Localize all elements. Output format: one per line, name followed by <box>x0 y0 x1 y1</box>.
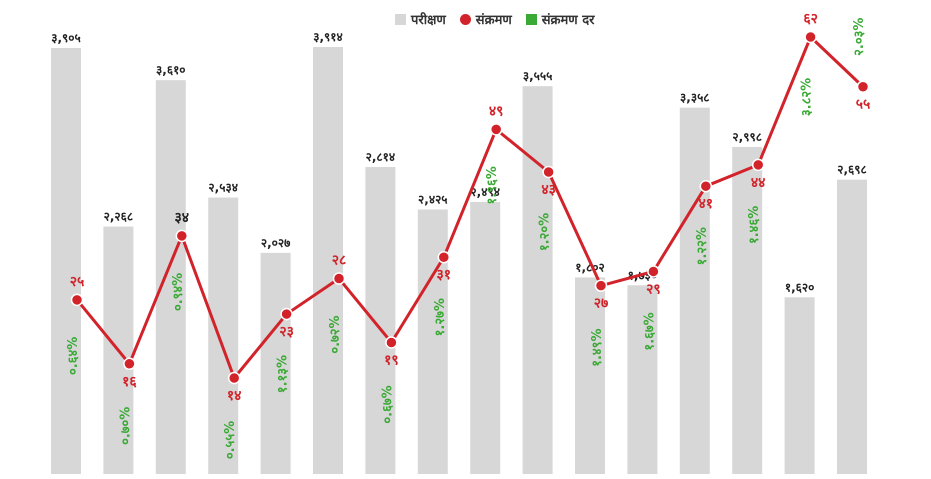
rate-value-label: १.२२% <box>695 227 710 265</box>
rate-value-label: १.९६% <box>485 166 500 204</box>
legend-label-infections: संक्रमण <box>475 13 512 28</box>
bar-value-label: २,९९८ <box>732 130 762 144</box>
legend-item-rate: संक्रमण दर <box>525 10 595 28</box>
rate-value-label: २.०३% <box>852 18 867 56</box>
bar-value-label: ३,५५५ <box>523 69 553 83</box>
infection-value-label: ४४ <box>751 175 766 191</box>
infection-point <box>751 158 765 172</box>
rate-value-label: १.६७% <box>642 312 657 350</box>
rate-value-label: १.१३% <box>276 355 291 393</box>
infection-point <box>594 279 608 292</box>
bar <box>784 297 815 474</box>
bar <box>522 86 553 474</box>
rate-value-label: ०.६७% <box>380 385 395 423</box>
infection-point <box>856 80 870 93</box>
infection-point <box>542 165 555 179</box>
infection-value-label: ४९ <box>489 103 504 119</box>
infection-value-label: ३४ <box>175 210 190 226</box>
bar <box>260 252 291 474</box>
infection-point <box>437 250 451 264</box>
bar <box>51 48 81 474</box>
infection-value-label: ४१ <box>699 196 714 212</box>
rate-value-label: १.२०% <box>538 213 553 251</box>
infection-point <box>280 307 293 321</box>
legend-label-rate: संक्रमण दर <box>541 13 595 28</box>
bar <box>627 285 658 474</box>
infection-point <box>175 229 189 243</box>
rate-value-label: १.४६% <box>747 206 762 244</box>
infection-point <box>699 179 713 193</box>
infection-value-label: १६ <box>122 374 137 390</box>
rate-value-label: १.२७% <box>433 298 448 336</box>
bar <box>208 197 239 474</box>
bar <box>679 107 710 474</box>
infection-value-label: १९ <box>384 352 399 368</box>
infection-value-label: २३ <box>279 324 294 340</box>
bar-value-label: १,६२० <box>785 280 815 294</box>
rate-value-label: ०.५५% <box>223 421 238 459</box>
bar-value-label: ३,६१० <box>156 63 186 77</box>
legend-swatch-rate <box>525 13 537 25</box>
infection-value-label: ५५ <box>856 97 871 113</box>
infection-value-label: १४ <box>227 388 242 404</box>
infection-value-label: २५ <box>70 274 85 290</box>
rate-value-label: १.४९% <box>590 329 605 367</box>
bar-value-label: २,४२५ <box>418 192 448 206</box>
legend-swatch-tests <box>395 13 406 25</box>
infection-value-label: २८ <box>332 253 347 269</box>
legend-item-tests: परीक्षण <box>395 10 446 28</box>
rate-value-label: ०.९४% <box>171 273 186 311</box>
bar <box>155 80 186 474</box>
infection-value-label: ४३ <box>541 182 556 198</box>
bar-value-label: १,८०२ <box>575 260 605 274</box>
infection-line <box>75 35 865 380</box>
bar-value-label: ३,९०५ <box>51 31 81 45</box>
bar-value-label: २,५३४ <box>208 181 238 195</box>
rate-value-label: ०.७०% <box>118 407 133 445</box>
legend-label-tests: परीक्षण <box>411 13 446 28</box>
bar-value-label: २,४९४ <box>470 185 500 199</box>
rate-value-label: ०.७२% <box>328 315 343 353</box>
infection-point <box>123 357 136 371</box>
bar <box>837 179 867 474</box>
rate-value-label: ०.६४% <box>66 337 81 375</box>
legend-swatch-infections <box>459 13 471 25</box>
bar <box>732 146 763 475</box>
infection-point <box>647 265 660 278</box>
legend-item-infections: संक्रमण <box>459 10 512 28</box>
bar <box>313 47 343 474</box>
bar-value-label: ३,३५८ <box>680 91 710 105</box>
infection-point <box>804 30 817 44</box>
infection-point <box>385 336 398 349</box>
bar <box>365 167 396 474</box>
bar <box>575 277 605 474</box>
bar-value-label: २,२६८ <box>104 210 134 224</box>
rate-value-label: ३.८२% <box>800 78 815 116</box>
infection-value-label: २९ <box>646 281 661 297</box>
infection-point <box>227 371 241 385</box>
bar-value-label: ३,९१४ <box>313 30 343 44</box>
bar <box>470 201 501 474</box>
infection-point <box>489 123 503 136</box>
infection-value-label: २७ <box>594 296 609 312</box>
infection-point <box>70 293 84 307</box>
infection-value-label: ६२ <box>803 11 818 27</box>
bar-value-label: २,०२७ <box>261 236 291 250</box>
bar-value-label: २,६९८ <box>837 163 867 177</box>
infection-value-label: ३१ <box>437 267 452 283</box>
bar-value-label: २,८१४ <box>366 150 396 164</box>
bar <box>417 209 448 475</box>
infection-point <box>332 272 346 285</box>
chart-legend: परीक्षण संक्रमण संक्रमण दर <box>395 8 594 30</box>
